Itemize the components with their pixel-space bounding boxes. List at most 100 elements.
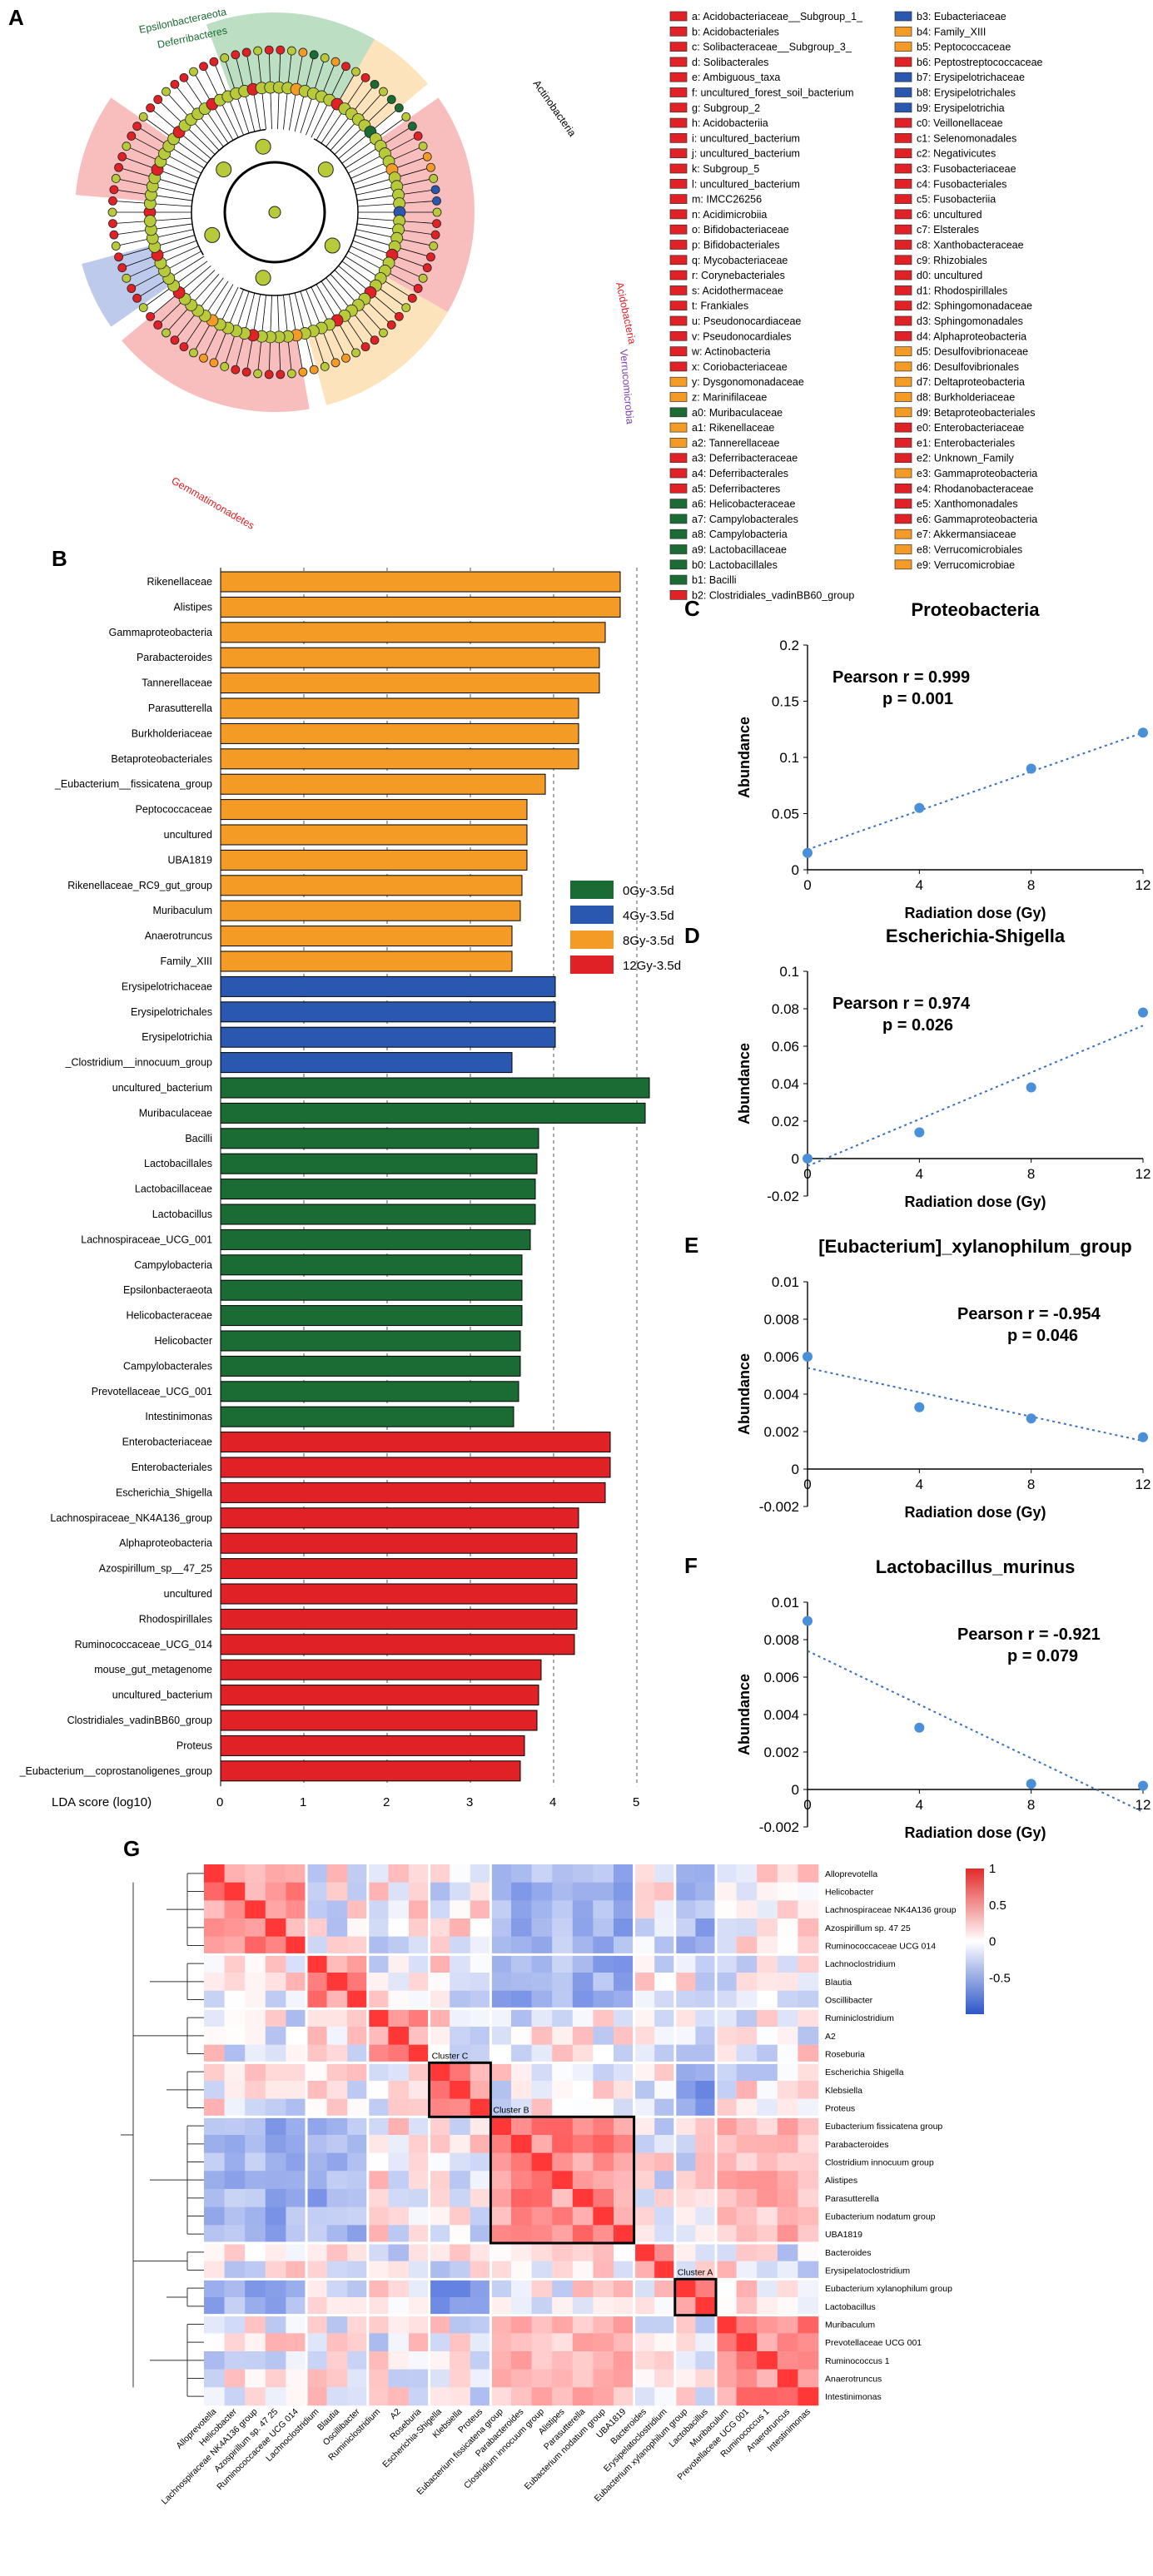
heatmap-cell [674,1900,696,1919]
heatmap-cell [798,2189,819,2207]
lda-bar [220,748,579,770]
heatmap-cell [654,2206,676,2226]
heatmap-row-label: Bacteroides [825,2248,871,2258]
legend-name: Campylobacterales [709,514,798,525]
heatmap-cell [265,2279,286,2298]
heatmap-row-label: Klebsiella [825,2086,862,2096]
heatmap-cell [736,2044,758,2063]
scatter-x-tick-label: 12 [1136,1797,1151,1813]
heatmap-cell [531,2297,553,2315]
heatmap-row-label: Azospirillum sp. 47 25 [825,1923,911,1933]
heatmap-cell [367,2152,389,2171]
heatmap-cell [326,2081,348,2099]
heatmap-cell [614,2098,634,2117]
heatmap-cell [326,1990,348,2009]
clado-node [143,215,157,227]
heatmap-cell [777,2315,798,2334]
heatmap-cell [777,1918,798,1937]
heatmap-cell [409,2135,430,2153]
legend-code: y [692,376,698,388]
heatmap-cell [798,2333,819,2352]
clado-root [268,206,281,219]
heatmap-cell [306,2152,327,2171]
legend-swatch [669,361,688,372]
heatmap-cell [572,2117,594,2136]
legend-swatch [894,422,912,433]
lda-bar-label: _Eubacterium__fissicatena_group [54,778,212,790]
heatmap-cell [634,2297,655,2315]
panel-letter-e: E [684,1233,698,1258]
heatmap-cell [695,2171,717,2190]
heatmap-cell [470,2098,491,2117]
heatmap-cell [306,2279,327,2298]
legend-swatch [669,11,688,22]
heatmap-cell [736,2171,758,2190]
heatmap-row-label: UBA1819 [825,2230,862,2240]
heatmap-cell [654,2008,676,2028]
heatmap-cell [572,2189,594,2207]
heatmap-cell [306,2135,327,2153]
clado-node [114,162,123,172]
clado-node [170,335,180,345]
legend-entry: c5: Fusobacteriia [917,194,996,206]
heatmap-cell [490,2027,512,2045]
legend-name: Alphaproteobacteria [933,330,1026,342]
heatmap-cell [367,2206,389,2226]
lda-bar [220,1153,538,1174]
legend-entry: e: Ambiguous_taxa [692,72,780,83]
legend-sep: : [697,42,703,53]
heatmap-cell [654,2062,676,2082]
legend-sep: : [928,102,934,114]
legend-name: Sphingomonadaceae [934,300,1032,312]
heatmap-cell [306,2315,327,2334]
legend-sep: : [927,132,933,144]
legend-entry: c1: Selenomonadales [917,132,1016,144]
heatmap-cell [614,2044,634,2063]
heatmap-cell [450,2243,471,2261]
heatmap-cell [798,1973,819,1991]
heatmap-cell [757,2279,778,2298]
legend-name: Eubacteriaceae [934,11,1006,22]
heatmap-cell [326,2206,348,2226]
legend-sep: : [698,117,703,129]
heatmap-cell [326,2243,348,2261]
legend-entry: f: uncultured_forest_soil_bacterium [692,87,854,99]
heatmap-cell [552,2044,574,2063]
legend-sep: : [927,163,933,175]
legend-code: l [692,178,694,190]
heatmap-cell [777,2279,798,2298]
heatmap-cell [572,2225,594,2244]
heatmap-cell [511,2206,532,2226]
heatmap-cell [511,1990,532,2009]
lda-bar [220,1001,556,1023]
heatmap-cell [654,2261,676,2280]
lda-bar [220,697,579,719]
legend-code: a8 [692,529,703,540]
clado-node [422,151,432,161]
heatmap-cell [654,2189,676,2207]
lda-bar [220,1179,536,1200]
legend-entry: a5: Deferribacteres [692,483,780,494]
heatmap-cell [450,2008,471,2028]
lda-bar [220,722,579,744]
lda-bar [220,1558,578,1580]
heatmap-row-label: Lachnospiraceae NK4A136 group [825,1905,957,1915]
heatmap-cell [245,1936,266,1955]
heatmap-cell [736,2225,758,2244]
scatter-point [1026,763,1036,774]
heatmap-cell [757,1918,778,1937]
heatmap-cell [490,2333,512,2352]
heatmap-cell [695,2279,717,2298]
legend-swatch [894,438,912,448]
heatmap-cell [757,2117,778,2136]
heatmap-cell [531,2027,553,2045]
heatmap-cell [777,2098,798,2117]
heatmap-cell [716,1918,737,1937]
legend-swatch [669,330,688,341]
legend-code: g [692,102,698,114]
heatmap-cell [531,2152,553,2171]
heatmap-cell [265,1990,286,2009]
legend-code: t [692,300,695,312]
clado-node [199,62,208,72]
heatmap-cell [531,2369,553,2388]
